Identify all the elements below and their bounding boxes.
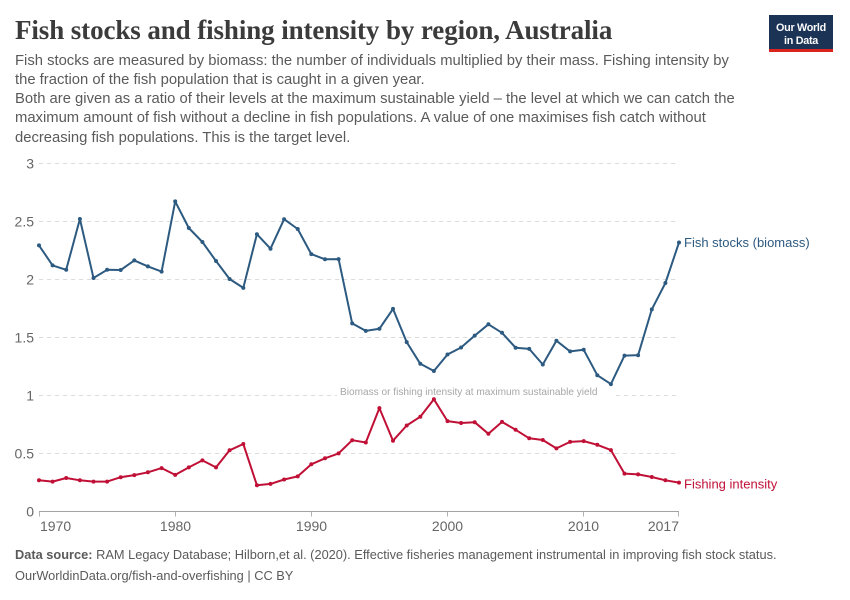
svg-text:1.5: 1.5 [15,330,35,346]
svg-text:1: 1 [26,388,34,404]
svg-text:Biomass or fishing intensity a: Biomass or fishing intensity at maximum … [340,387,598,398]
svg-text:0: 0 [26,504,34,520]
svg-text:3: 3 [26,156,34,172]
svg-text:2.5: 2.5 [15,214,35,230]
svg-text:2010: 2010 [568,518,599,534]
svg-text:2: 2 [26,272,34,288]
svg-text:1970: 1970 [40,518,71,534]
svg-text:2000: 2000 [432,518,463,534]
svg-text:Fishing intensity: Fishing intensity [684,477,778,492]
svg-text:2017: 2017 [648,518,679,534]
svg-text:0.5: 0.5 [15,446,35,462]
svg-text:Fish stocks (biomass): Fish stocks (biomass) [684,235,810,250]
svg-text:1980: 1980 [160,518,191,534]
svg-text:1990: 1990 [296,518,327,534]
